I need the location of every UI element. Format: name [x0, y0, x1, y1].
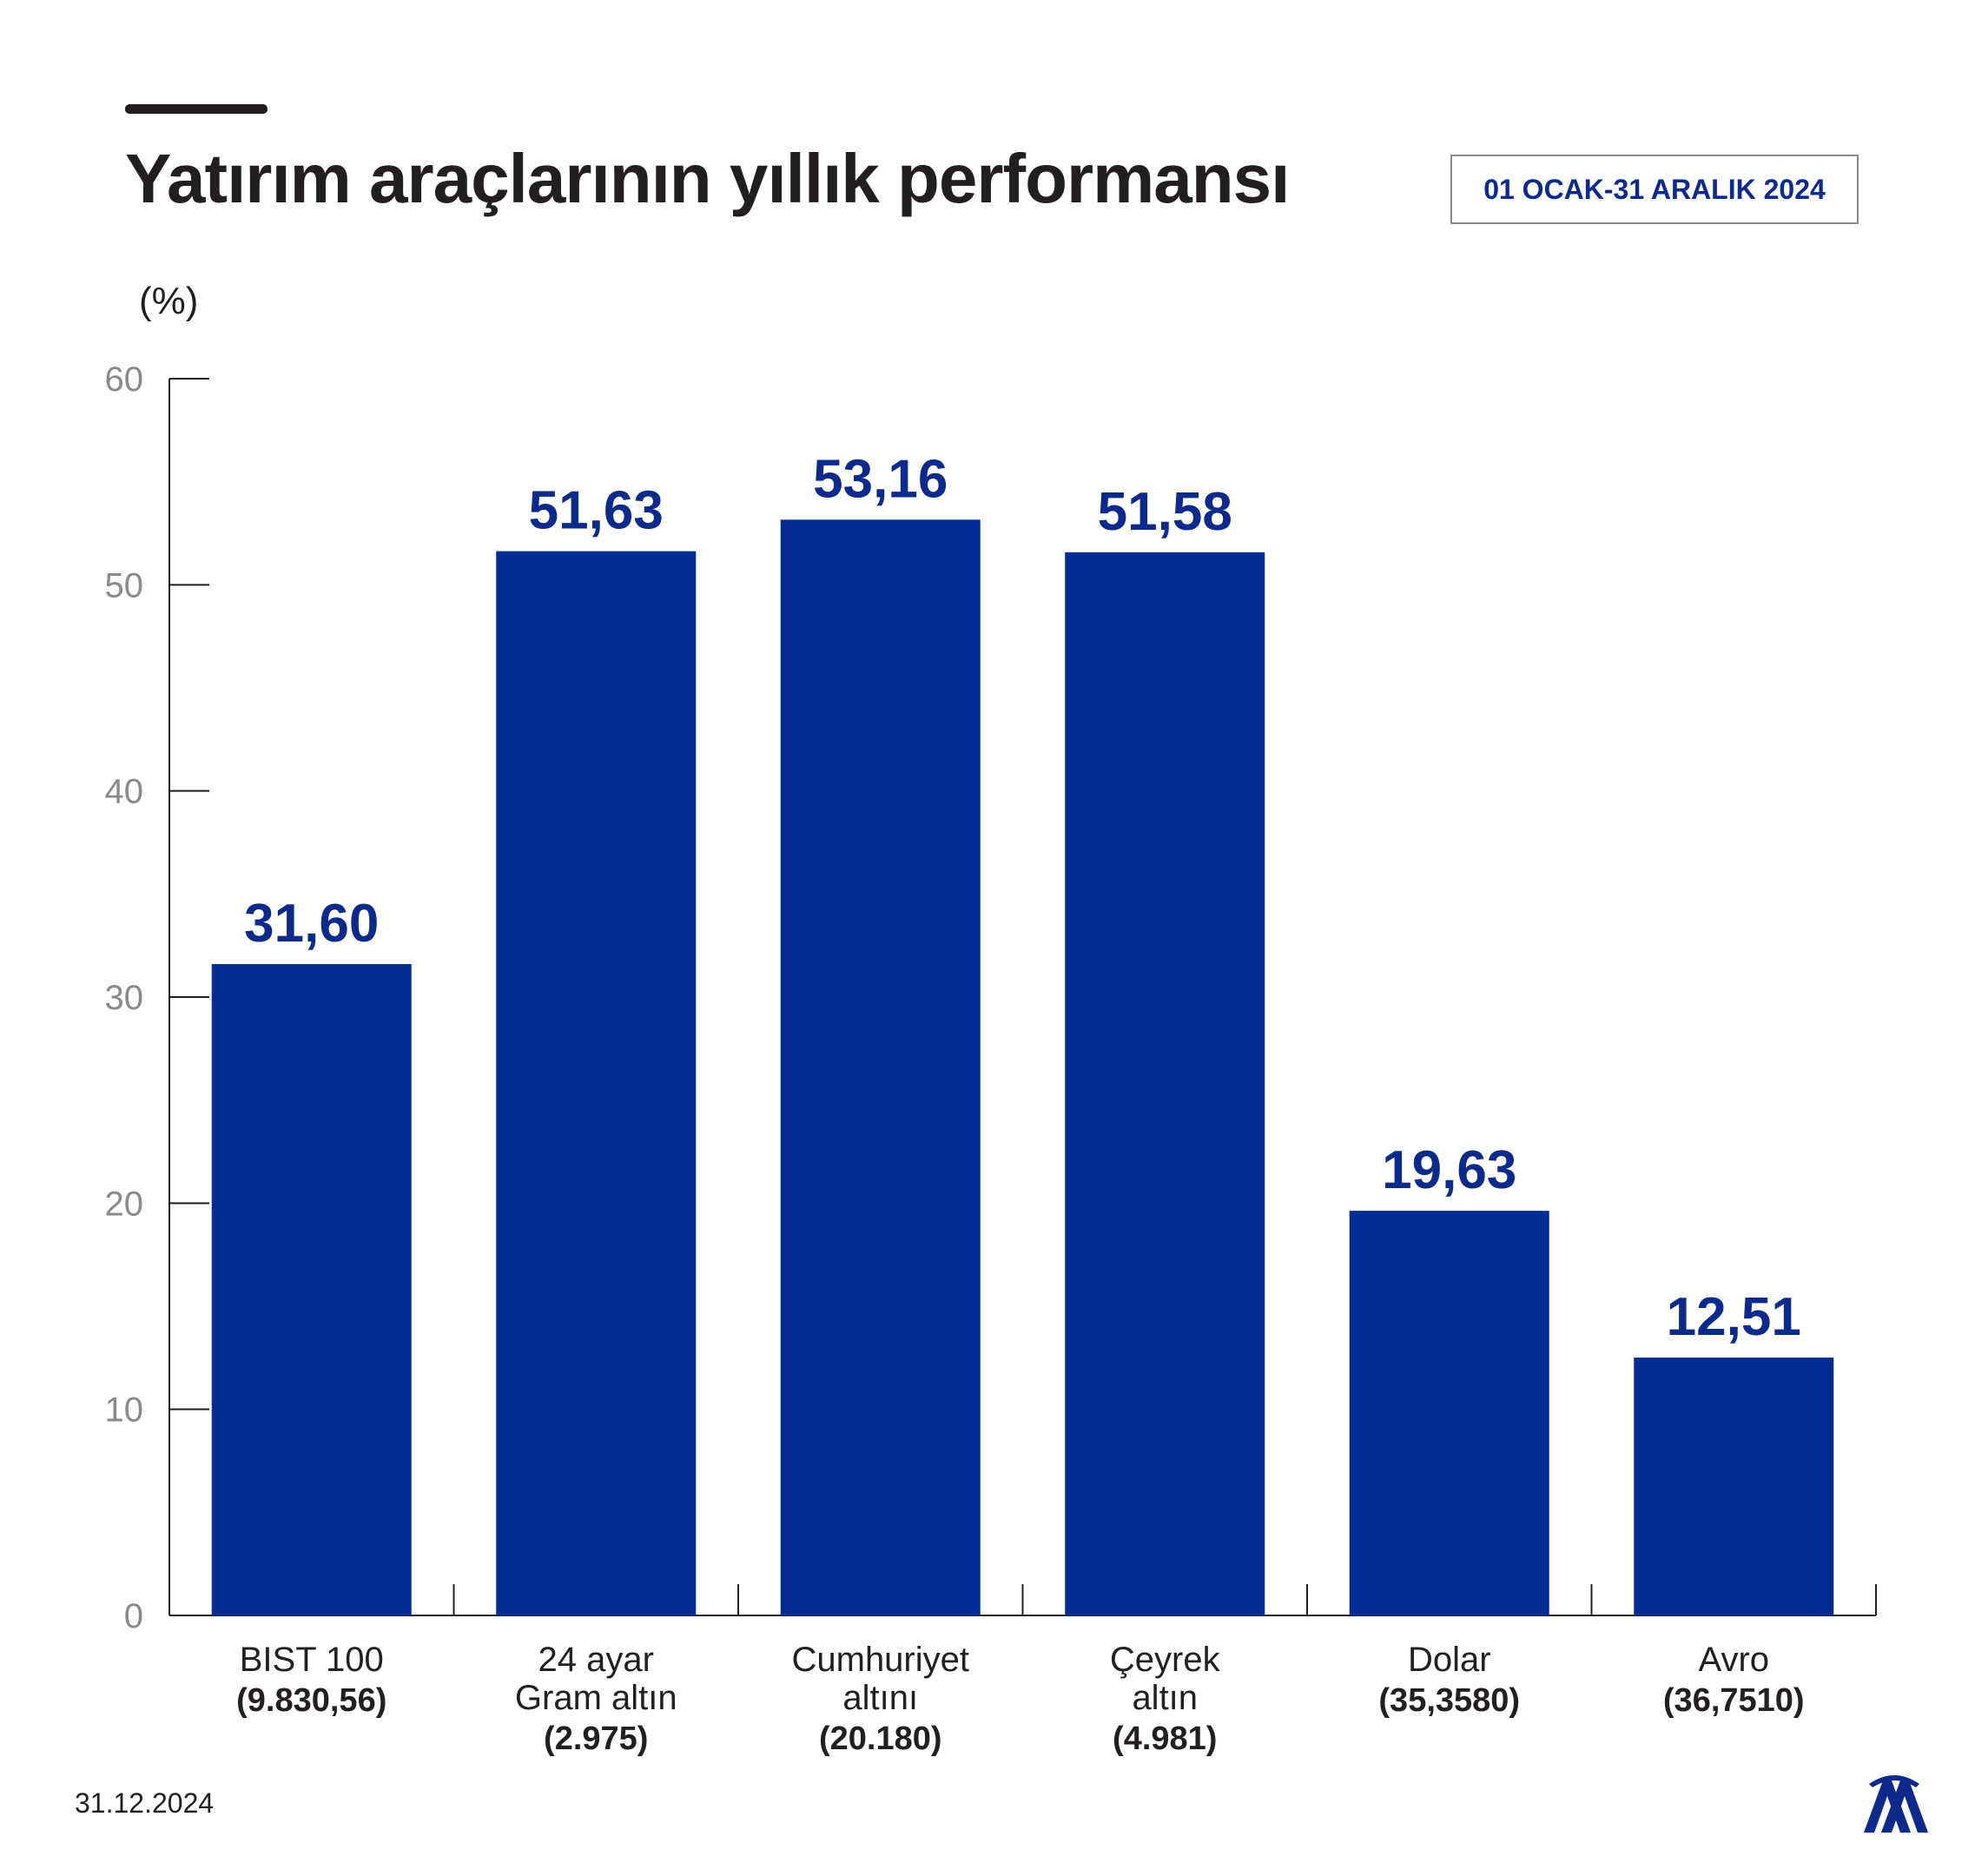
date-range-badge: 01 OCAK-31 ARALIK 2024 — [1450, 155, 1859, 224]
bar-value-label: 51,63 — [529, 481, 664, 541]
page-title: Yatırım araçlarının yıllık performansı — [125, 140, 1290, 217]
aa-logo-icon — [1864, 1775, 1928, 1833]
y-tick-label: 0 — [124, 1597, 143, 1635]
x-category-label: 24 ayar — [538, 1641, 654, 1679]
x-category-note: (20.180) — [819, 1721, 942, 1757]
x-category-note: (9.830,56) — [236, 1682, 386, 1719]
bar — [211, 964, 412, 1615]
x-category-label: Çeyrek — [1110, 1641, 1221, 1679]
x-category-label: altın — [1132, 1679, 1198, 1717]
y-tick-label: 30 — [105, 979, 144, 1017]
y-axis-label: (%) — [139, 280, 199, 322]
bar — [1065, 552, 1265, 1615]
y-tick-label: 20 — [105, 1185, 144, 1223]
bar-value-label: 12,51 — [1667, 1287, 1801, 1347]
x-category-label: Gram altın — [515, 1679, 677, 1717]
bar-value-label: 19,63 — [1382, 1140, 1516, 1200]
x-category-label: BIST 100 — [240, 1641, 384, 1679]
x-category-label: Cumhuriyet — [791, 1641, 969, 1679]
title-accent-bar — [125, 104, 268, 114]
x-category-note: (2.975) — [544, 1721, 648, 1757]
x-category-note: (36,7510) — [1663, 1682, 1805, 1719]
x-category-note: (35,3580) — [1378, 1682, 1520, 1719]
bar-value-label: 31,60 — [244, 894, 379, 954]
bar-value-label: 53,16 — [813, 449, 948, 509]
y-tick-label: 10 — [105, 1391, 144, 1430]
footer-date: 31.12.2024 — [75, 1787, 215, 1819]
bar — [1349, 1211, 1549, 1615]
y-tick-label: 50 — [105, 566, 144, 604]
x-category-note: (4.981) — [1113, 1721, 1217, 1757]
bar — [780, 519, 981, 1616]
bar — [496, 551, 697, 1616]
y-tick-label: 60 — [105, 360, 144, 399]
bar-value-label: 51,58 — [1098, 482, 1232, 542]
bar — [1634, 1357, 1834, 1615]
x-category-label: altını — [842, 1679, 918, 1717]
x-category-label: Avro — [1698, 1641, 1769, 1679]
x-category-label: Dolar — [1408, 1641, 1491, 1679]
y-tick-label: 40 — [105, 773, 144, 811]
